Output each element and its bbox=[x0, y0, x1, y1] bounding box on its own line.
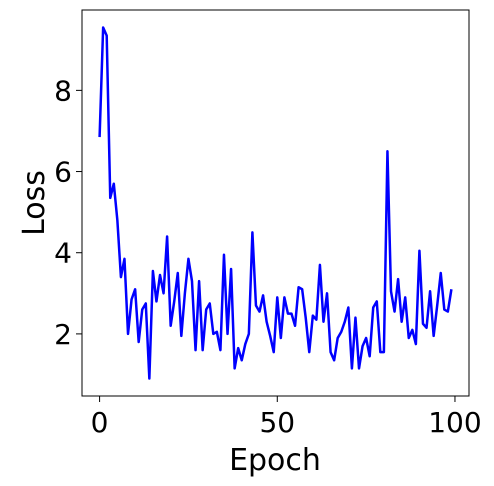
x-tick-label: 100 bbox=[428, 406, 481, 439]
y-tick-label: 4 bbox=[54, 237, 72, 270]
loss-line bbox=[98, 26, 453, 380]
y-axis-label: Loss bbox=[17, 170, 52, 236]
x-tick-label: 50 bbox=[259, 406, 295, 439]
y-tick-label: 2 bbox=[54, 318, 72, 351]
x-tick-label: 0 bbox=[91, 406, 109, 439]
y-tick-label: 6 bbox=[54, 156, 72, 189]
plot-frame bbox=[81, 9, 470, 397]
y-tick-label: 8 bbox=[54, 74, 72, 107]
x-axis-label: Epoch bbox=[229, 443, 321, 478]
